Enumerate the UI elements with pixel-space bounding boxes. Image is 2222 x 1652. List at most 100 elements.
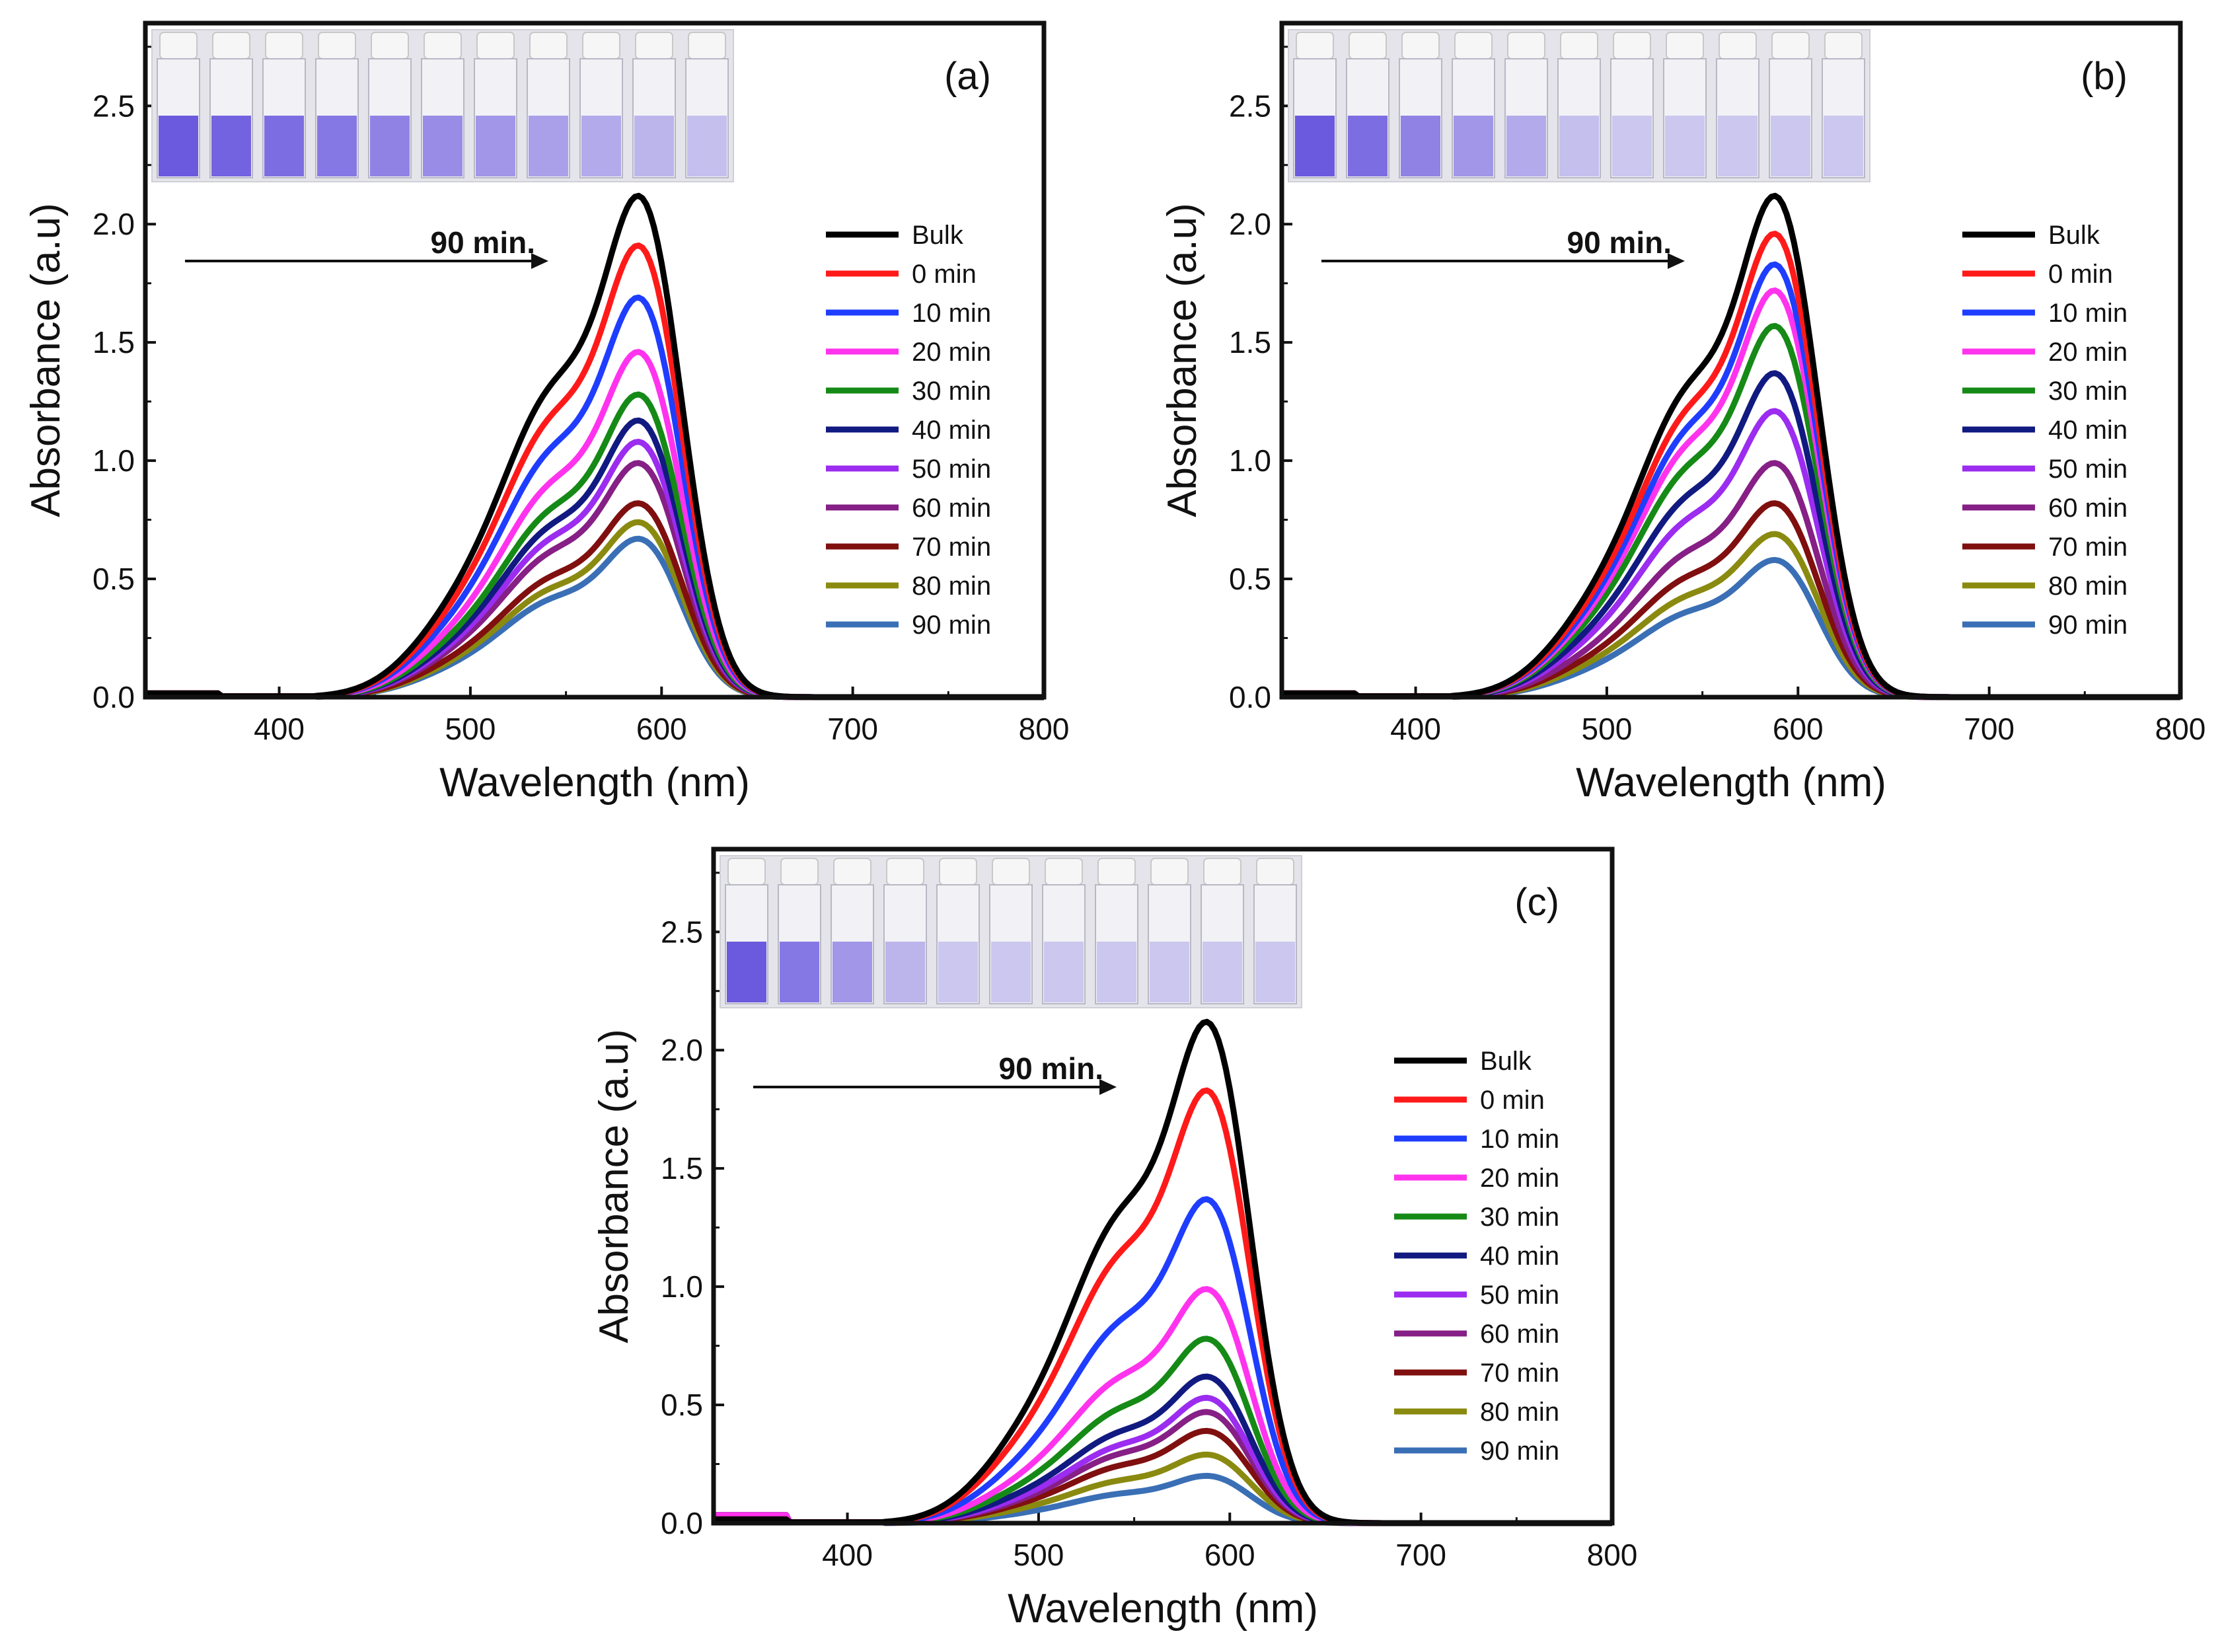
annotation-90-min: 90 min.	[430, 225, 535, 260]
vial-liquid	[780, 942, 819, 1002]
legend-label: 10 min	[912, 299, 991, 328]
y-tick-label: 1.5	[93, 325, 135, 359]
vial-cap	[635, 32, 673, 59]
vial-liquid	[1348, 116, 1388, 176]
legend-label: Bulk	[2048, 221, 2100, 250]
vial-liquid	[1295, 116, 1335, 176]
legend-label: 80 min	[912, 572, 991, 601]
legend-label: 90 min	[1480, 1437, 1559, 1466]
vial-liquid	[634, 116, 674, 176]
chart-panel-a: 400 500 600 700 800 0.0 0.5 1.0 1.5 2.0 2.5 Wavelen…	[23, 20, 1070, 806]
vial-liquid	[1097, 942, 1136, 1002]
vial-body	[1253, 884, 1297, 1004]
y-tick-label: 2.5	[93, 89, 135, 123]
legend-label: 80 min	[1480, 1398, 1559, 1427]
vial-cap	[582, 32, 620, 59]
vial-cap	[833, 858, 871, 885]
vial-body	[579, 58, 623, 178]
legend-label: 70 min	[2048, 533, 2128, 562]
y-axis-title: Absorbance (a.u)	[1160, 203, 1205, 517]
series-line-20-min	[145, 349, 1044, 700]
vial-cap	[1150, 858, 1189, 885]
x-tick-label: 500	[1014, 1538, 1064, 1572]
vial-liquid	[727, 942, 766, 1002]
vial-cap	[1349, 32, 1387, 59]
y-axis-title: Absorbance (a.u)	[591, 1029, 637, 1343]
vial-cap	[529, 32, 568, 59]
panel-label: (a)	[944, 55, 991, 98]
x-tick-label: 800	[1019, 712, 1070, 746]
legend-label: Bulk	[912, 221, 964, 250]
legend-label: 40 min	[912, 416, 991, 445]
y-axis-title: Absorbance (a.u)	[23, 203, 69, 517]
vial-cap	[1666, 32, 1704, 59]
arrow-head	[1668, 253, 1685, 269]
vial-body	[883, 884, 927, 1004]
x-axis-title: Wavelength (nm)	[1008, 1586, 1318, 1632]
vial-liquid	[1401, 116, 1440, 176]
x-axis-title: Wavelength (nm)	[439, 760, 750, 806]
vial-cap	[1824, 32, 1863, 59]
legend-label: 60 min	[912, 494, 991, 523]
x-tick-label: 500	[445, 712, 496, 746]
y-tick-label: 2.0	[661, 1033, 703, 1067]
arrow-head	[531, 253, 548, 269]
y-tick-label: 1.0	[1229, 443, 1271, 478]
series-line-80-min	[1282, 531, 2180, 700]
vial-cap	[1097, 858, 1136, 885]
vial-body	[1095, 884, 1138, 1004]
series-line-10-min	[714, 1196, 1612, 1526]
vials-photo	[151, 29, 734, 182]
vial-cap	[476, 32, 515, 59]
y-tick-label: 2.0	[1229, 207, 1271, 241]
y-tick-label: 0.5	[661, 1388, 703, 1422]
vial-cap	[780, 858, 819, 885]
series-line-50-min	[1282, 408, 2180, 700]
legend-label: 70 min	[912, 533, 991, 562]
plot-frame	[1279, 20, 2183, 700]
series-line-50-min	[714, 1394, 1612, 1526]
vial-liquid	[938, 942, 978, 1002]
y-tick-label: 1.0	[93, 443, 135, 478]
vial-liquid	[529, 116, 568, 176]
x-axis-title: Wavelength (nm)	[1576, 760, 1886, 806]
x-tick-label: 700	[1395, 1538, 1446, 1572]
x-tick-label: 400	[822, 1538, 873, 1572]
y-tick-label: 1.0	[661, 1269, 703, 1304]
chart-panel-c: 400 500 600 700 800 0.0 0.5 1.0 1.5 2.0 2.5 Wavelen…	[591, 846, 1637, 1632]
legend-label: 0 min	[2048, 260, 2113, 289]
vials-photo	[720, 855, 1302, 1008]
vial-body	[1716, 58, 1759, 178]
vial-body	[1148, 884, 1191, 1004]
legend-label: 50 min	[1480, 1281, 1559, 1310]
vial-cap	[1296, 32, 1334, 59]
plot-frame	[711, 846, 1615, 1526]
x-tick-label: 800	[2155, 712, 2206, 746]
legend-label: 90 min	[912, 611, 991, 640]
series-line-40-min	[1282, 370, 2180, 700]
y-tick-label: 0.0	[93, 680, 135, 714]
legend-label: 40 min	[2048, 416, 2128, 445]
legend-label: 40 min	[1480, 1242, 1559, 1271]
legend-label: 30 min	[912, 377, 991, 406]
arrow-head	[1099, 1079, 1117, 1095]
vial-liquid	[687, 116, 727, 176]
x-tick-label: 500	[1582, 712, 1633, 746]
vial-liquid	[1150, 942, 1189, 1002]
vial-liquid	[1255, 942, 1295, 1002]
x-tick-label: 400	[1390, 712, 1441, 746]
vials-photo	[1288, 29, 1870, 182]
x-tick-label: 600	[636, 712, 687, 746]
vial-body	[685, 58, 729, 178]
vial-liquid	[885, 942, 925, 1002]
vial-liquid	[1559, 116, 1599, 176]
plot-frame	[143, 20, 1047, 700]
vial-cap	[159, 32, 198, 59]
vial-cap	[727, 858, 766, 885]
legend-label: 80 min	[2048, 572, 2128, 601]
y-tick-label: 2.5	[661, 915, 703, 949]
vial-body	[1610, 58, 1654, 178]
vial-cap	[1203, 858, 1241, 885]
y-tick-label: 1.5	[1229, 325, 1271, 359]
vial-liquid	[317, 116, 357, 176]
